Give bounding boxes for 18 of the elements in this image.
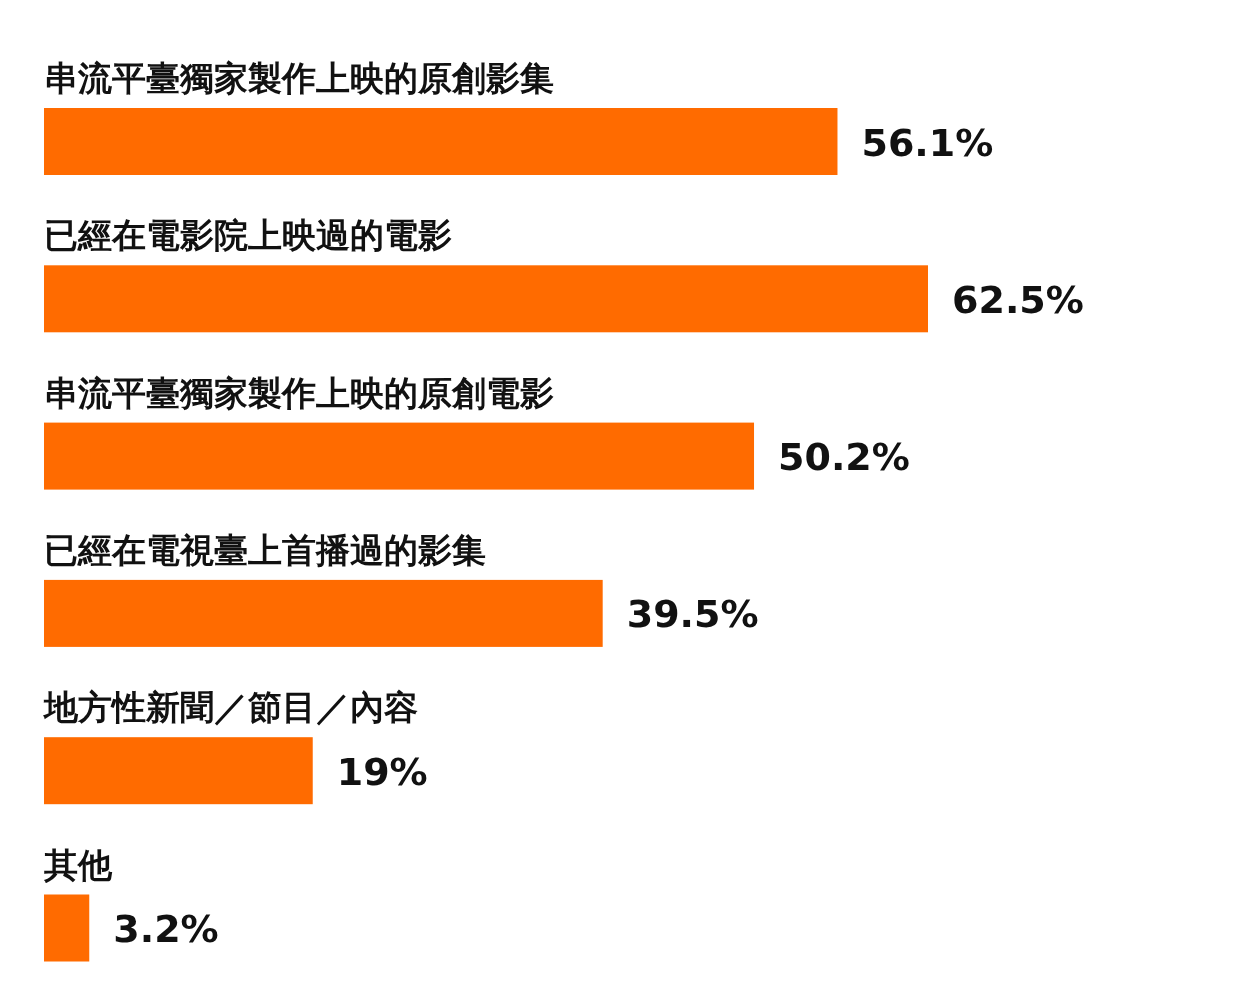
y-tick-label: 串流平臺獨家製作上映的原創電影 [44,372,554,413]
y-tick-label: 其他 [43,844,113,885]
data-label: 50.2% [778,435,910,480]
y-tick-label: 地方性新聞／節目／內容 [42,687,418,728]
data-label: 19% [336,749,428,794]
y-tick-label: 已經在電影院上映過的電影 [44,215,452,256]
data-label: 56.1% [861,120,994,165]
bar [44,265,928,333]
y-tick-label: 已經在電視臺上首播過的影集 [44,529,486,570]
data-label: 39.5% [626,592,759,637]
bar [44,737,313,805]
data-label: 3.2% [113,907,219,951]
bar [44,894,90,962]
bar [44,579,603,647]
y-tick-label: 串流平臺獨家製作上映的原創影集 [44,58,554,98]
bar [44,422,755,490]
data-label: 62.5% [952,277,1084,322]
bar [44,108,838,175]
